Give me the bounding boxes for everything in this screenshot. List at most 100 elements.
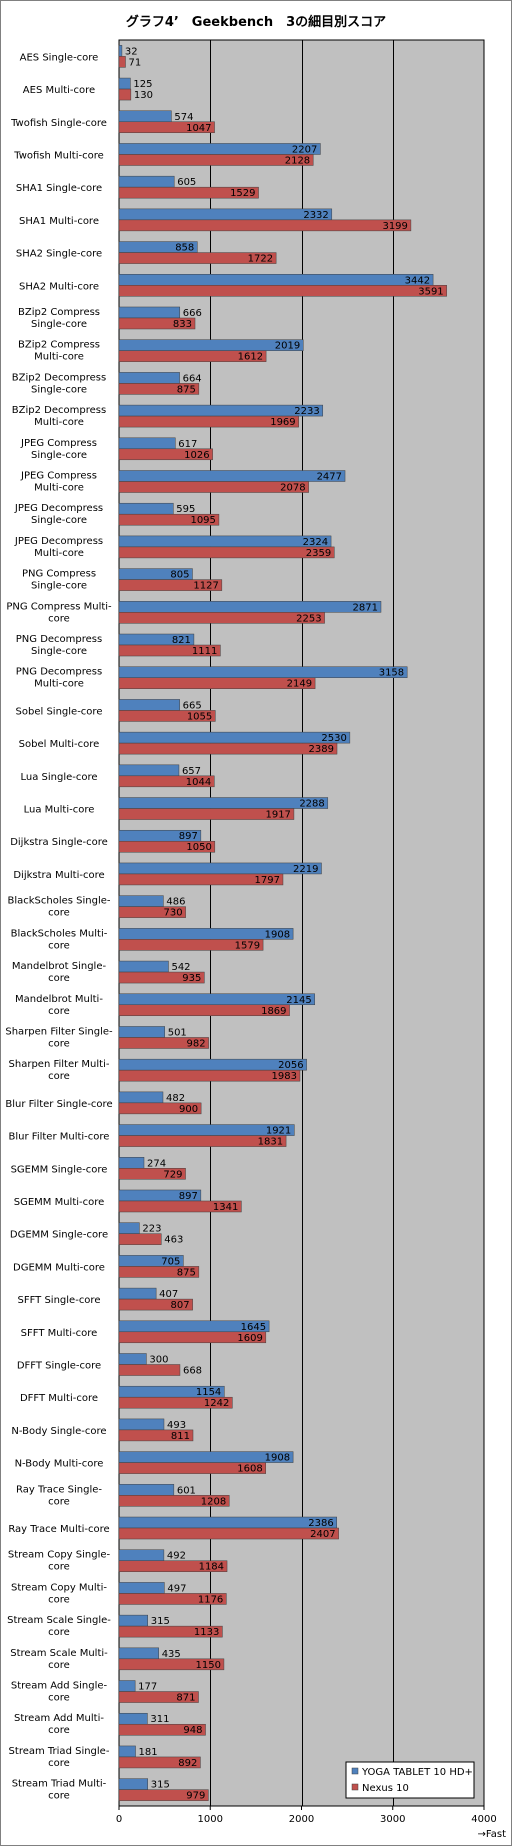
data-label: 1983 — [271, 1071, 296, 1082]
category-label: Stream Copy Multi-core — [11, 1582, 107, 1605]
bar-series2 — [118, 971, 205, 984]
bar-series1 — [118, 1026, 165, 1038]
category-label-line: core — [48, 1693, 70, 1704]
category-label: Twofish Multi-core — [13, 150, 104, 161]
legend-box — [345, 1761, 475, 1799]
category-label: JPEG Decompress Single-core — [14, 503, 103, 526]
data-label: 617 — [178, 439, 197, 450]
bar-series1 — [118, 1680, 136, 1692]
bar-series1 — [118, 764, 180, 777]
category-label-line: Twofish Single-core — [10, 118, 107, 129]
category-label: BZip2 Decompress Multi-core — [12, 405, 106, 428]
data-label: 982 — [187, 1038, 206, 1049]
data-label: 501 — [168, 1027, 187, 1038]
category-label-line: DFFT Multi-core — [20, 1393, 98, 1404]
data-label: 2477 — [317, 472, 342, 483]
bar-series1 — [118, 666, 408, 678]
bar-series2 — [118, 1789, 209, 1801]
data-label: 1917 — [265, 810, 290, 821]
bar-series1 — [118, 895, 164, 907]
category-label: Mandelbrot Single-core — [12, 961, 107, 984]
bar-series2 — [118, 546, 335, 559]
bar-series2 — [118, 1233, 162, 1245]
data-label: 601 — [177, 1485, 196, 1496]
data-label: 1969 — [270, 417, 295, 428]
bar-series1 — [118, 208, 333, 221]
data-label: 492 — [167, 1551, 186, 1562]
category-label-line: SGEMM Single-core — [11, 1164, 108, 1175]
data-label: 1242 — [204, 1398, 229, 1409]
data-label: 542 — [171, 962, 190, 973]
category-label-line: JPEG Compress — [20, 471, 97, 482]
x-tick-label: 3000 — [380, 1814, 405, 1825]
x-tick-label: 1000 — [198, 1814, 223, 1825]
category-label: DFFT Multi-core — [20, 1393, 98, 1404]
category-label-line: core — [48, 1594, 70, 1605]
category-label-line: Stream Scale Multi- — [10, 1648, 108, 1659]
data-label: 2407 — [310, 1529, 335, 1540]
bar-series1 — [118, 77, 131, 90]
category-label-line: Ray Trace Multi-core — [8, 1524, 109, 1535]
category-label-line: BlackScholes Multi- — [11, 928, 108, 939]
bar-series1 — [118, 45, 123, 57]
category-label: Stream Add Single-core — [11, 1681, 108, 1704]
data-label: 1095 — [190, 515, 215, 526]
data-label: 1908 — [265, 929, 290, 940]
data-label: 2233 — [294, 406, 319, 417]
bar-series2 — [118, 1266, 200, 1278]
category-label-line: core — [48, 613, 70, 624]
bar-series2 — [118, 579, 223, 591]
data-label: 125 — [133, 79, 152, 90]
category-label: PNG Compress Multi-core — [6, 601, 112, 624]
data-label: 482 — [166, 1093, 185, 1104]
category-label: Stream Copy Single-core — [8, 1550, 111, 1573]
bar-series2 — [118, 1658, 225, 1671]
bar-series2 — [118, 1560, 228, 1572]
data-label: 1797 — [255, 875, 280, 886]
bars — [118, 45, 447, 1801]
bar-series2 — [118, 1331, 267, 1344]
data-label: 1609 — [237, 1333, 262, 1344]
category-label: Stream Scale Multi-core — [10, 1648, 108, 1671]
data-label: 130 — [134, 90, 153, 101]
category-label: DGEMM Single-core — [10, 1230, 108, 1241]
data-label: 871 — [176, 1693, 195, 1704]
bar-series2 — [118, 1429, 194, 1442]
category-label: Sobel Multi-core — [19, 739, 100, 750]
bar-series1 — [118, 1484, 175, 1496]
data-label: 811 — [171, 1431, 190, 1442]
category-label: Twofish Single-core — [10, 118, 107, 129]
category-label: AES Multi-core — [23, 85, 95, 96]
bar-series1 — [118, 404, 324, 417]
category-label-line: Stream Triad Single- — [9, 1746, 110, 1757]
category-label: N-Body Single-core — [11, 1426, 106, 1437]
plot-area — [118, 39, 485, 1807]
bar-series2 — [118, 285, 447, 297]
x-tick-label: 2000 — [289, 1814, 314, 1825]
bar-series1 — [118, 731, 351, 744]
category-label: Lua Single-core — [20, 772, 97, 783]
bar-series1 — [118, 1157, 145, 1169]
category-label: N-Body Multi-core — [15, 1459, 104, 1470]
bar-series1 — [118, 1287, 157, 1300]
data-label: 2128 — [285, 155, 310, 166]
category-label-line: core — [48, 1725, 70, 1736]
bar-series2 — [118, 252, 277, 264]
category-label: SHA2 Multi-core — [19, 281, 99, 292]
category-label: Dijkstra Multi-core — [13, 870, 104, 881]
bar-series2 — [118, 710, 216, 722]
data-label: 935 — [182, 973, 201, 984]
category-label: Sharpen Filter Multi-core — [9, 1059, 110, 1082]
data-label: 311 — [150, 1714, 169, 1725]
data-label: 3158 — [379, 668, 404, 679]
category-label-line: Blur Filter Multi-core — [9, 1132, 110, 1143]
bar-series2 — [118, 186, 259, 199]
data-label: 574 — [174, 112, 193, 123]
data-label: 605 — [177, 177, 196, 188]
data-label: 2389 — [309, 744, 334, 755]
data-label: 821 — [172, 635, 191, 646]
bar-series2 — [118, 1593, 227, 1605]
category-label-line: JPEG Decompress — [14, 536, 103, 547]
data-label: 2871 — [353, 602, 378, 613]
